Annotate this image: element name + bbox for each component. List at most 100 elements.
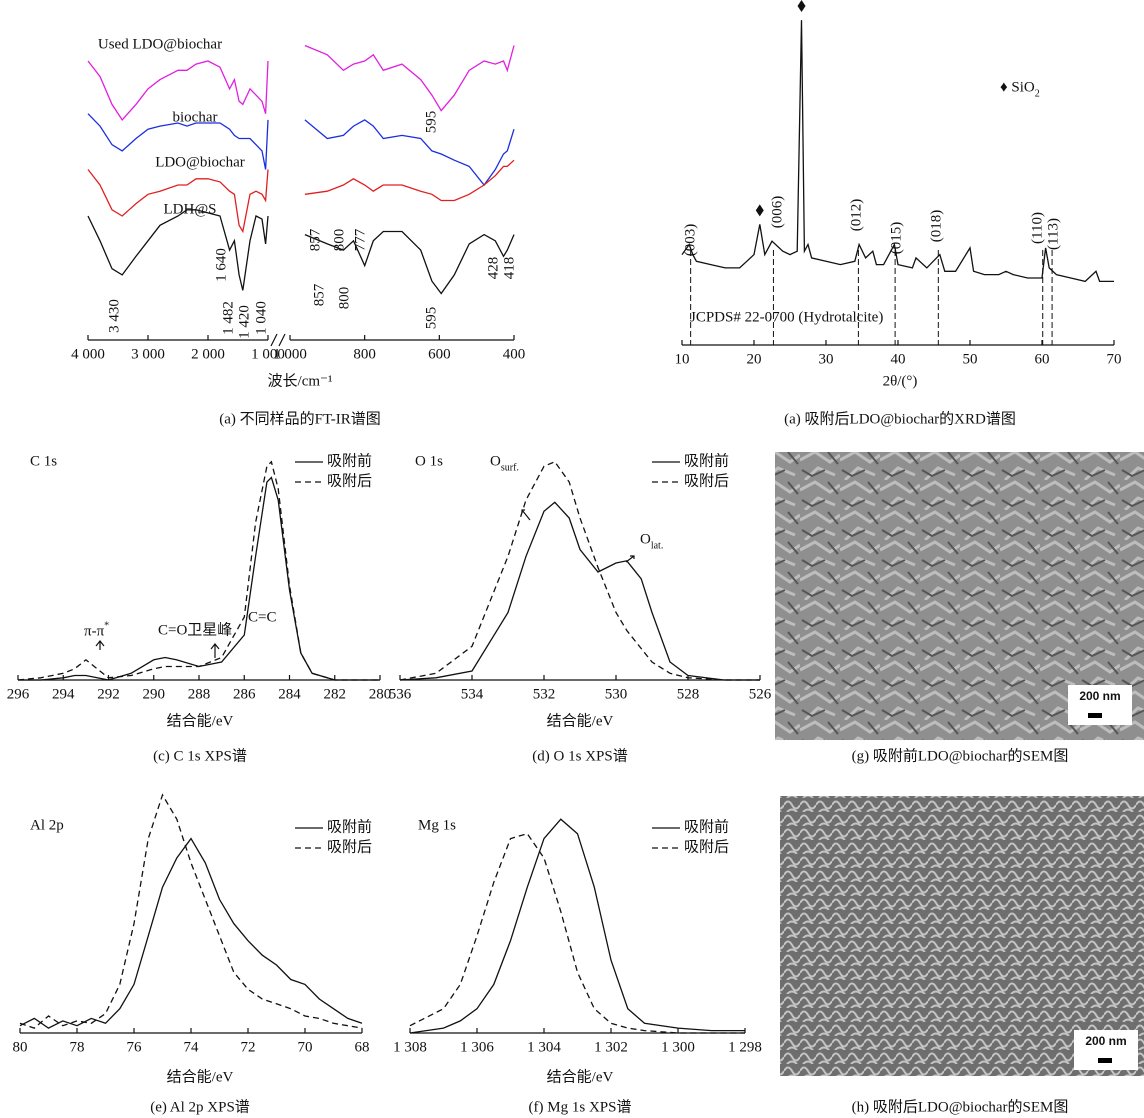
x-axis-label: 结合能/eV — [547, 1068, 614, 1085]
x-tick-label: 50 — [963, 351, 978, 367]
caption: (g) 吸附前LDO@biochar的SEM图 — [852, 747, 1069, 764]
annotation: (018) — [928, 210, 944, 243]
x-axis-label: 波长/cm⁻¹ — [268, 372, 333, 389]
caption: (d) O 1s XPS谱 — [532, 747, 627, 764]
annotation: 1 640 — [213, 248, 229, 282]
annotation: JCPDS# 22-0700 (Hydrotalcite) — [690, 309, 883, 325]
panel-title: O 1s — [415, 453, 443, 469]
annotation: 857 — [307, 228, 323, 251]
annotation: (110) — [1029, 212, 1045, 244]
x-tick-label: 3 000 — [131, 346, 165, 362]
x-tick-label: 70 — [298, 1039, 313, 1055]
arrow — [522, 510, 530, 520]
x-tick-label: 20 — [747, 351, 762, 367]
series-line — [88, 210, 514, 294]
annotation: 428 — [485, 257, 501, 280]
annotation: ♦ SiO — [1000, 79, 1035, 95]
panel-title: Al 2p — [30, 817, 64, 833]
series-line — [400, 462, 760, 680]
x-tick-label: 76 — [127, 1039, 143, 1055]
legend-label: 吸附前 — [684, 452, 729, 469]
x-tick-label: 536 — [389, 686, 412, 702]
x-tick-label: 80 — [13, 1039, 28, 1055]
x-tick-label: 68 — [355, 1039, 370, 1055]
series-label: Used LDO@biochar — [98, 36, 222, 52]
annotation: (006) — [769, 196, 785, 229]
x-tick-label: 528 — [677, 686, 700, 702]
scale-bar-label: 200 nm — [1079, 689, 1120, 703]
annotation: 800 — [331, 229, 347, 252]
annotation: π-π — [84, 623, 105, 639]
x-tick-label: 1 306 — [460, 1039, 494, 1055]
caption: (c) C 1s XPS谱 — [153, 747, 247, 764]
series-line — [18, 478, 380, 681]
x-tick-label: 286 — [233, 686, 256, 702]
x-tick-label: 284 — [278, 686, 301, 702]
annotation: 857 — [311, 283, 327, 306]
legend-label: 吸附后 — [327, 838, 372, 855]
annotation: 595 — [423, 307, 439, 330]
x-axis-label: 结合能/eV — [547, 712, 614, 729]
annotation-subscript: surf. — [501, 462, 519, 473]
caption: (f) Mg 1s XPS谱 — [529, 1098, 632, 1115]
marker — [798, 0, 806, 12]
x-tick-label: 526 — [749, 686, 772, 702]
annotation: O — [490, 453, 501, 469]
annotation: 1 420 — [236, 305, 252, 339]
x-tick-label: 534 — [461, 686, 484, 702]
x-tick-label: 60 — [1035, 351, 1050, 367]
caption: (e) Al 2p XPS谱 — [150, 1098, 250, 1115]
x-tick-label: 70 — [1107, 351, 1122, 367]
annotation: O — [640, 531, 651, 547]
x-axis-label: 2θ/(°) — [883, 373, 918, 389]
annotation: 800 — [336, 287, 352, 310]
scale-bar-label: 200 nm — [1085, 1034, 1126, 1048]
x-axis-label: 结合能/eV — [167, 1068, 234, 1085]
series-label: LDH@S — [164, 201, 217, 217]
legend-label: 吸附后 — [684, 472, 729, 489]
scale-bar — [1098, 1058, 1112, 1063]
legend-label: 吸附后 — [327, 472, 372, 489]
x-tick-label: 296 — [7, 686, 30, 702]
legend-label: 吸附前 — [327, 452, 372, 469]
annotation: 595 — [423, 111, 439, 134]
annotation: 1 040 — [253, 301, 269, 335]
x-tick-label: 1 000 — [273, 346, 307, 362]
annotation: C=O卫星峰 — [158, 621, 232, 638]
arrow — [211, 644, 219, 658]
x-tick-label: 292 — [97, 686, 120, 702]
x-axis-label: 结合能/eV — [167, 712, 234, 729]
x-tick-label: 10 — [675, 351, 690, 367]
series-line — [20, 795, 362, 1028]
x-tick-label: 30 — [819, 351, 834, 367]
series-label: LDO@biochar — [155, 154, 245, 170]
x-tick-label: 72 — [241, 1039, 256, 1055]
x-tick-label: 294 — [52, 686, 75, 702]
annotation: (012) — [848, 199, 864, 232]
x-tick-label: 1 308 — [393, 1039, 427, 1055]
x-tick-label: 290 — [143, 686, 166, 702]
legend-label: 吸附后 — [684, 838, 729, 855]
panel-title: Mg 1s — [418, 817, 456, 833]
panel-title: C 1s — [30, 453, 57, 469]
x-tick-label: 288 — [188, 686, 211, 702]
x-tick-label: 40 — [891, 351, 906, 367]
arrow — [96, 641, 104, 650]
x-tick-label: 400 — [503, 346, 526, 362]
caption: (h) 吸附后LDO@biochar的SEM图 — [852, 1098, 1069, 1115]
series-line — [88, 114, 514, 185]
x-tick-label: 532 — [533, 686, 556, 702]
annotation: 3 430 — [106, 299, 122, 333]
axis-break — [271, 334, 285, 346]
caption: (a) 吸附后LDO@biochar的XRD谱图 — [784, 410, 1016, 427]
series-line — [18, 462, 380, 680]
series-line — [88, 46, 514, 120]
x-tick-label: 78 — [70, 1039, 85, 1055]
x-tick-label: 4 000 — [71, 346, 105, 362]
x-tick-label: 800 — [353, 346, 376, 362]
annotation: 1 482 — [220, 301, 236, 335]
annotation-subscript: 2 — [1035, 88, 1040, 99]
series-line — [20, 839, 362, 1029]
x-tick-label: 530 — [605, 686, 628, 702]
scale-bar — [1088, 713, 1102, 718]
